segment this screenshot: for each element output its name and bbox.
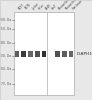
Text: DIAPH1: DIAPH1	[77, 52, 92, 56]
Text: 70- Da: 70- Da	[1, 82, 11, 86]
Text: A549: A549	[45, 4, 52, 11]
Bar	[35, 51, 40, 57]
Text: Cos7: Cos7	[51, 4, 59, 11]
Text: 130- Da: 130- Da	[0, 54, 11, 58]
Text: MCF7: MCF7	[17, 3, 25, 11]
Text: Jurkat: Jurkat	[31, 3, 39, 11]
Bar	[28, 51, 33, 57]
Bar	[62, 51, 67, 57]
Bar	[15, 51, 19, 57]
Text: Mouse heart: Mouse heart	[65, 0, 79, 11]
Bar	[69, 51, 73, 57]
Text: 300- Da: 300- Da	[0, 18, 11, 22]
Text: HeLa: HeLa	[38, 3, 45, 11]
Bar	[14, 12, 74, 95]
Bar	[55, 51, 60, 57]
Text: T47D: T47D	[24, 3, 32, 11]
Text: 250- Da: 250- Da	[0, 27, 11, 31]
Text: Mouse brain: Mouse brain	[58, 0, 72, 11]
Text: 100- Da: 100- Da	[0, 67, 11, 71]
Text: 180- Da: 180- Da	[0, 41, 11, 45]
Bar	[42, 51, 46, 57]
Bar	[21, 51, 26, 57]
Text: Rat brain: Rat brain	[71, 0, 83, 11]
